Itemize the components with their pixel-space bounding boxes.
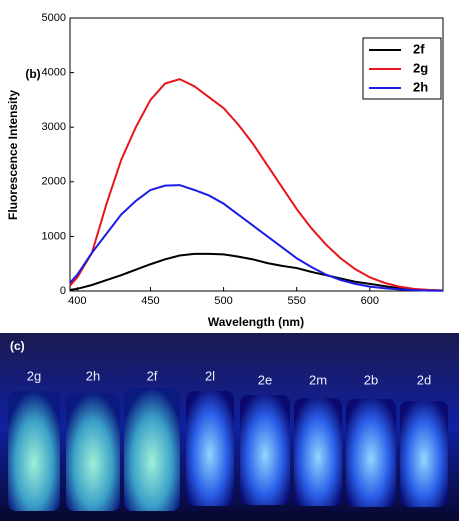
vial-label: 2b: [364, 372, 378, 387]
x-tick-label: 400: [68, 295, 86, 307]
chart: (b) Wavelength (nm) Fluorescence Intensi…: [6, 12, 444, 329]
x-tick-label: 450: [141, 295, 159, 307]
y-tick-label: 3000: [42, 121, 66, 133]
plot-frame: [69, 17, 444, 292]
vials: [8, 388, 448, 511]
y-tick-label: 5000: [42, 12, 66, 24]
legend-label: 2h: [413, 79, 428, 94]
y-axis-label: Fluorescence Intensity: [6, 90, 20, 220]
panel-label: (c): [10, 339, 25, 353]
vial-label: 2e: [258, 372, 272, 387]
y-tick-label: 2000: [42, 176, 66, 188]
y-tick-label: 4000: [42, 67, 66, 79]
vial-label: 2l: [205, 368, 215, 383]
x-axis-label: Wavelength (nm): [208, 315, 304, 329]
vial-label: 2m: [309, 372, 327, 387]
line-series: [69, 252, 444, 292]
photo: (c) 2g 2h 2f 2l 2e 2m 2b 2d: [0, 333, 459, 521]
y-tick-label: 1000: [42, 230, 66, 242]
legend-label: 2f: [413, 41, 425, 56]
vial-label: 2g: [27, 368, 41, 383]
vial-label: 2d: [417, 372, 431, 387]
x-tick-label: 550: [288, 295, 306, 307]
line-series: [69, 184, 444, 292]
annotation: (b): [25, 67, 40, 81]
legend-label: 2g: [413, 60, 428, 75]
vial-label: 2h: [86, 368, 100, 383]
line-series: [69, 78, 444, 292]
y-tick-label: 0: [60, 285, 66, 297]
x-tick-label: 600: [361, 295, 379, 307]
vial-label: 2f: [147, 368, 158, 383]
x-tick-label: 500: [214, 295, 232, 307]
